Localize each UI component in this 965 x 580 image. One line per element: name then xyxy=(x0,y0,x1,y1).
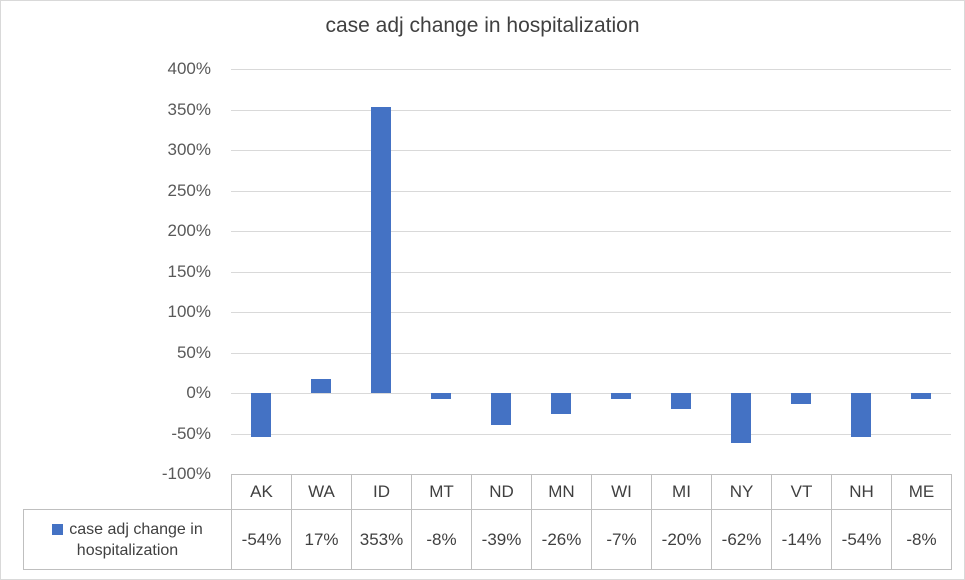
table-value-row: case adj change in hospitalization -54% 1… xyxy=(23,509,952,570)
table-value-cell: -26% xyxy=(531,509,592,570)
gridline xyxy=(231,433,951,435)
table-header-cell: ND xyxy=(471,474,532,510)
gridline xyxy=(231,352,951,354)
table-value-cell: -8% xyxy=(891,509,952,570)
bar-nd xyxy=(491,393,511,425)
table-value-cell: -20% xyxy=(651,509,712,570)
bar-mi xyxy=(671,393,691,410)
y-axis-tick-label: 0% xyxy=(186,383,211,402)
table-corner-cell xyxy=(24,475,232,510)
table-header-cell: AK xyxy=(231,474,292,510)
bar-mn xyxy=(551,393,571,415)
bar-ny xyxy=(731,393,751,444)
table-value-cell: 17% xyxy=(291,509,352,570)
gridline xyxy=(231,190,951,192)
table-header-cell: NY xyxy=(711,474,772,510)
table-value-cell: -39% xyxy=(471,509,532,570)
table-header-cell: ME xyxy=(891,474,952,510)
y-axis-tick-label: -50% xyxy=(171,423,211,443)
table-value-cell: 353% xyxy=(351,509,412,570)
table-header-cell: VT xyxy=(771,474,832,510)
bar-vt xyxy=(791,393,811,405)
table-value-cell: -54% xyxy=(231,509,292,570)
bar-wa xyxy=(311,379,331,393)
y-axis-tick-label: 150% xyxy=(167,261,211,281)
bar-me xyxy=(911,393,931,400)
table-value-cell: -8% xyxy=(411,509,472,570)
table-header-cell: WI xyxy=(591,474,652,510)
table-header-cell: MN xyxy=(531,474,592,510)
series-swatch-icon xyxy=(52,523,64,535)
table-header-cell: NH xyxy=(831,474,892,510)
plot-area xyxy=(231,69,951,475)
bar-id xyxy=(371,107,391,393)
y-axis-tick-label: 50% xyxy=(176,342,211,362)
gridline xyxy=(231,150,951,151)
table-header-cell: WA xyxy=(291,474,352,510)
chart-title: case adj change in hospitalization xyxy=(325,14,640,37)
bar-ak xyxy=(251,393,271,437)
legend-label: case adj change in hospitalization xyxy=(69,520,203,559)
bar-nh xyxy=(851,393,871,437)
y-axis-tick-label: 350% xyxy=(167,99,211,119)
y-axis-tick-label: 300% xyxy=(167,140,211,159)
bar-wi xyxy=(611,393,631,399)
table-value-cell: -62% xyxy=(711,509,772,570)
data-table: AK WA ID MT ND MN WI MI NY VT NH ME case adj change… xyxy=(23,474,952,570)
table-header-cell: ID xyxy=(351,474,412,510)
gridline xyxy=(231,69,951,70)
table-header-cell: MI xyxy=(651,474,712,510)
gridline xyxy=(231,312,951,313)
y-axis-tick-label: 400% xyxy=(167,59,211,78)
y-axis-tick-label: 200% xyxy=(167,221,211,240)
table-value-cell: -14% xyxy=(771,509,832,570)
table-header-row: AK WA ID MT ND MN WI MI NY VT NH ME xyxy=(24,474,952,510)
bar-mt xyxy=(431,393,451,400)
gridline xyxy=(231,109,951,111)
gridline xyxy=(231,393,951,394)
table-header-cell: MT xyxy=(411,474,472,510)
legend-cell: case adj change in hospitalization xyxy=(23,509,232,570)
y-axis-tick-label: 100% xyxy=(167,302,211,321)
gridline xyxy=(231,231,951,232)
table-value-cell: -7% xyxy=(591,509,652,570)
y-axis-tick-label: -100% xyxy=(161,464,211,483)
y-axis-tick-label: 250% xyxy=(167,180,211,200)
gridline xyxy=(231,271,951,273)
table-value-cell: -54% xyxy=(831,509,892,570)
